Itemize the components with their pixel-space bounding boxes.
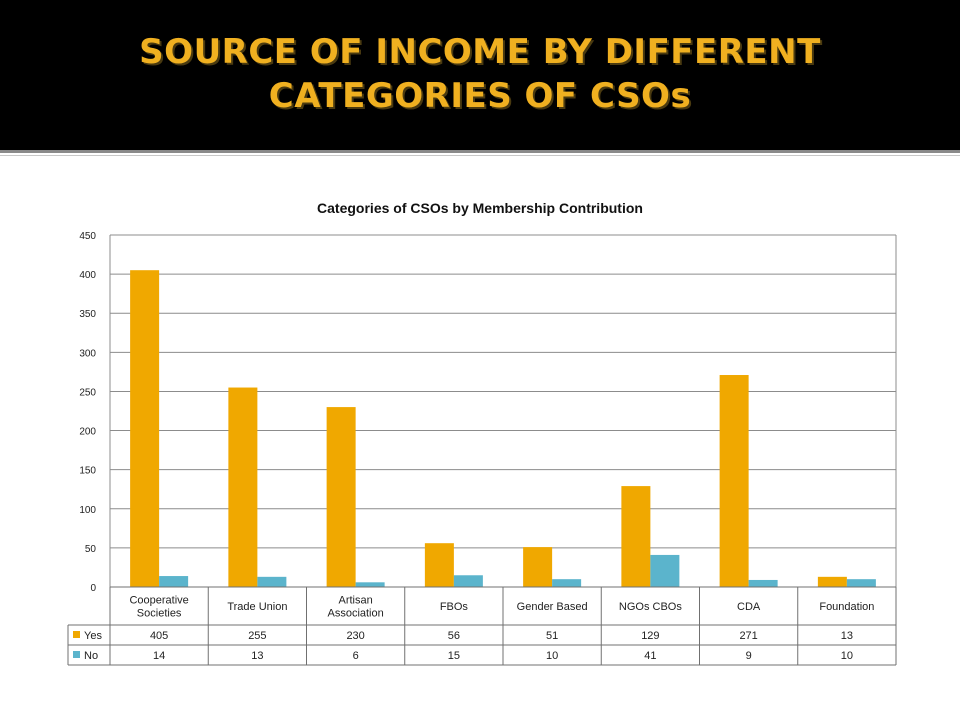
data-label-yes: 405	[150, 630, 168, 642]
y-tick-label: 0	[90, 583, 96, 594]
y-tick-label: 100	[79, 505, 96, 516]
header-divider-thin	[0, 155, 960, 156]
bar-no-3	[355, 582, 385, 587]
data-label-no: 41	[644, 650, 656, 662]
x-category-label: Foundation	[819, 601, 874, 613]
x-category-label: Trade Union	[227, 601, 287, 613]
y-tick-label: 200	[79, 427, 96, 438]
bar-no-1	[159, 576, 189, 587]
bar-yes-7	[719, 375, 749, 587]
y-axis-ticks: 0 50 100 150 200 250 300 350 400 450	[79, 231, 96, 594]
legend-key-yes	[73, 631, 80, 638]
slide-header	[0, 0, 960, 150]
x-category-label: NGOs CBOs	[619, 601, 682, 613]
bar-no-2	[257, 576, 287, 587]
legend-key-no	[73, 651, 80, 658]
data-label-yes: 51	[546, 630, 558, 642]
x-category-label: FBOs	[440, 601, 469, 613]
data-label-yes: 13	[841, 630, 853, 642]
y-tick-label: 450	[79, 231, 96, 242]
bar-no-6	[650, 554, 680, 587]
data-label-no: 14	[153, 650, 165, 662]
bar-yes-3	[326, 407, 356, 587]
data-label-yes: 271	[739, 630, 757, 642]
legend-label-no: No	[84, 650, 98, 662]
data-label-yes: 255	[248, 630, 266, 642]
bars	[130, 270, 876, 587]
x-category-label: Societies	[137, 608, 182, 620]
x-category-label: CDA	[737, 601, 761, 613]
x-category-label: Artisan	[339, 595, 373, 607]
bar-yes-8	[817, 576, 847, 587]
data-label-no: 10	[546, 650, 558, 662]
data-label-no: 10	[841, 650, 853, 662]
x-category-label: Gender Based	[517, 601, 588, 613]
y-tick-label: 300	[79, 348, 96, 359]
bar-no-8	[846, 579, 876, 587]
data-label-no: 15	[448, 650, 460, 662]
y-tick-label: 250	[79, 387, 96, 398]
slide-title-line1: SOURCE OF INCOME BY DIFFERENT	[139, 32, 821, 72]
x-category-label: Association	[327, 608, 383, 620]
x-category-label: Cooperative	[129, 595, 188, 607]
bar-yes-6	[621, 486, 651, 587]
slide-title: SOURCE OF INCOME BY DIFFERENT CATEGORIES…	[0, 30, 960, 118]
gridlines	[109, 234, 897, 588]
header-divider	[0, 150, 960, 153]
bar-yes-4	[424, 543, 454, 587]
bar-yes-2	[228, 387, 258, 587]
data-label-no: 13	[251, 650, 263, 662]
bar-no-5	[552, 579, 582, 587]
y-tick-label: 350	[79, 309, 96, 320]
data-label-no: 6	[353, 650, 359, 662]
data-label-yes: 230	[346, 630, 364, 642]
chart-title: Categories of CSOs by Membership Contrib…	[317, 200, 643, 216]
bar-no-7	[748, 579, 778, 587]
bar-yes-5	[523, 547, 553, 587]
bar-yes-1	[130, 270, 160, 587]
data-label-yes: 129	[641, 630, 659, 642]
data-label-no: 9	[746, 650, 752, 662]
legend-label-yes: Yes	[84, 630, 102, 642]
y-tick-label: 50	[85, 544, 97, 555]
y-tick-label: 400	[79, 270, 96, 281]
slide-title-line2: CATEGORIES OF CSOs	[268, 76, 692, 116]
bar-no-4	[453, 575, 483, 587]
data-label-yes: 56	[448, 630, 460, 642]
y-tick-label: 150	[79, 466, 96, 477]
